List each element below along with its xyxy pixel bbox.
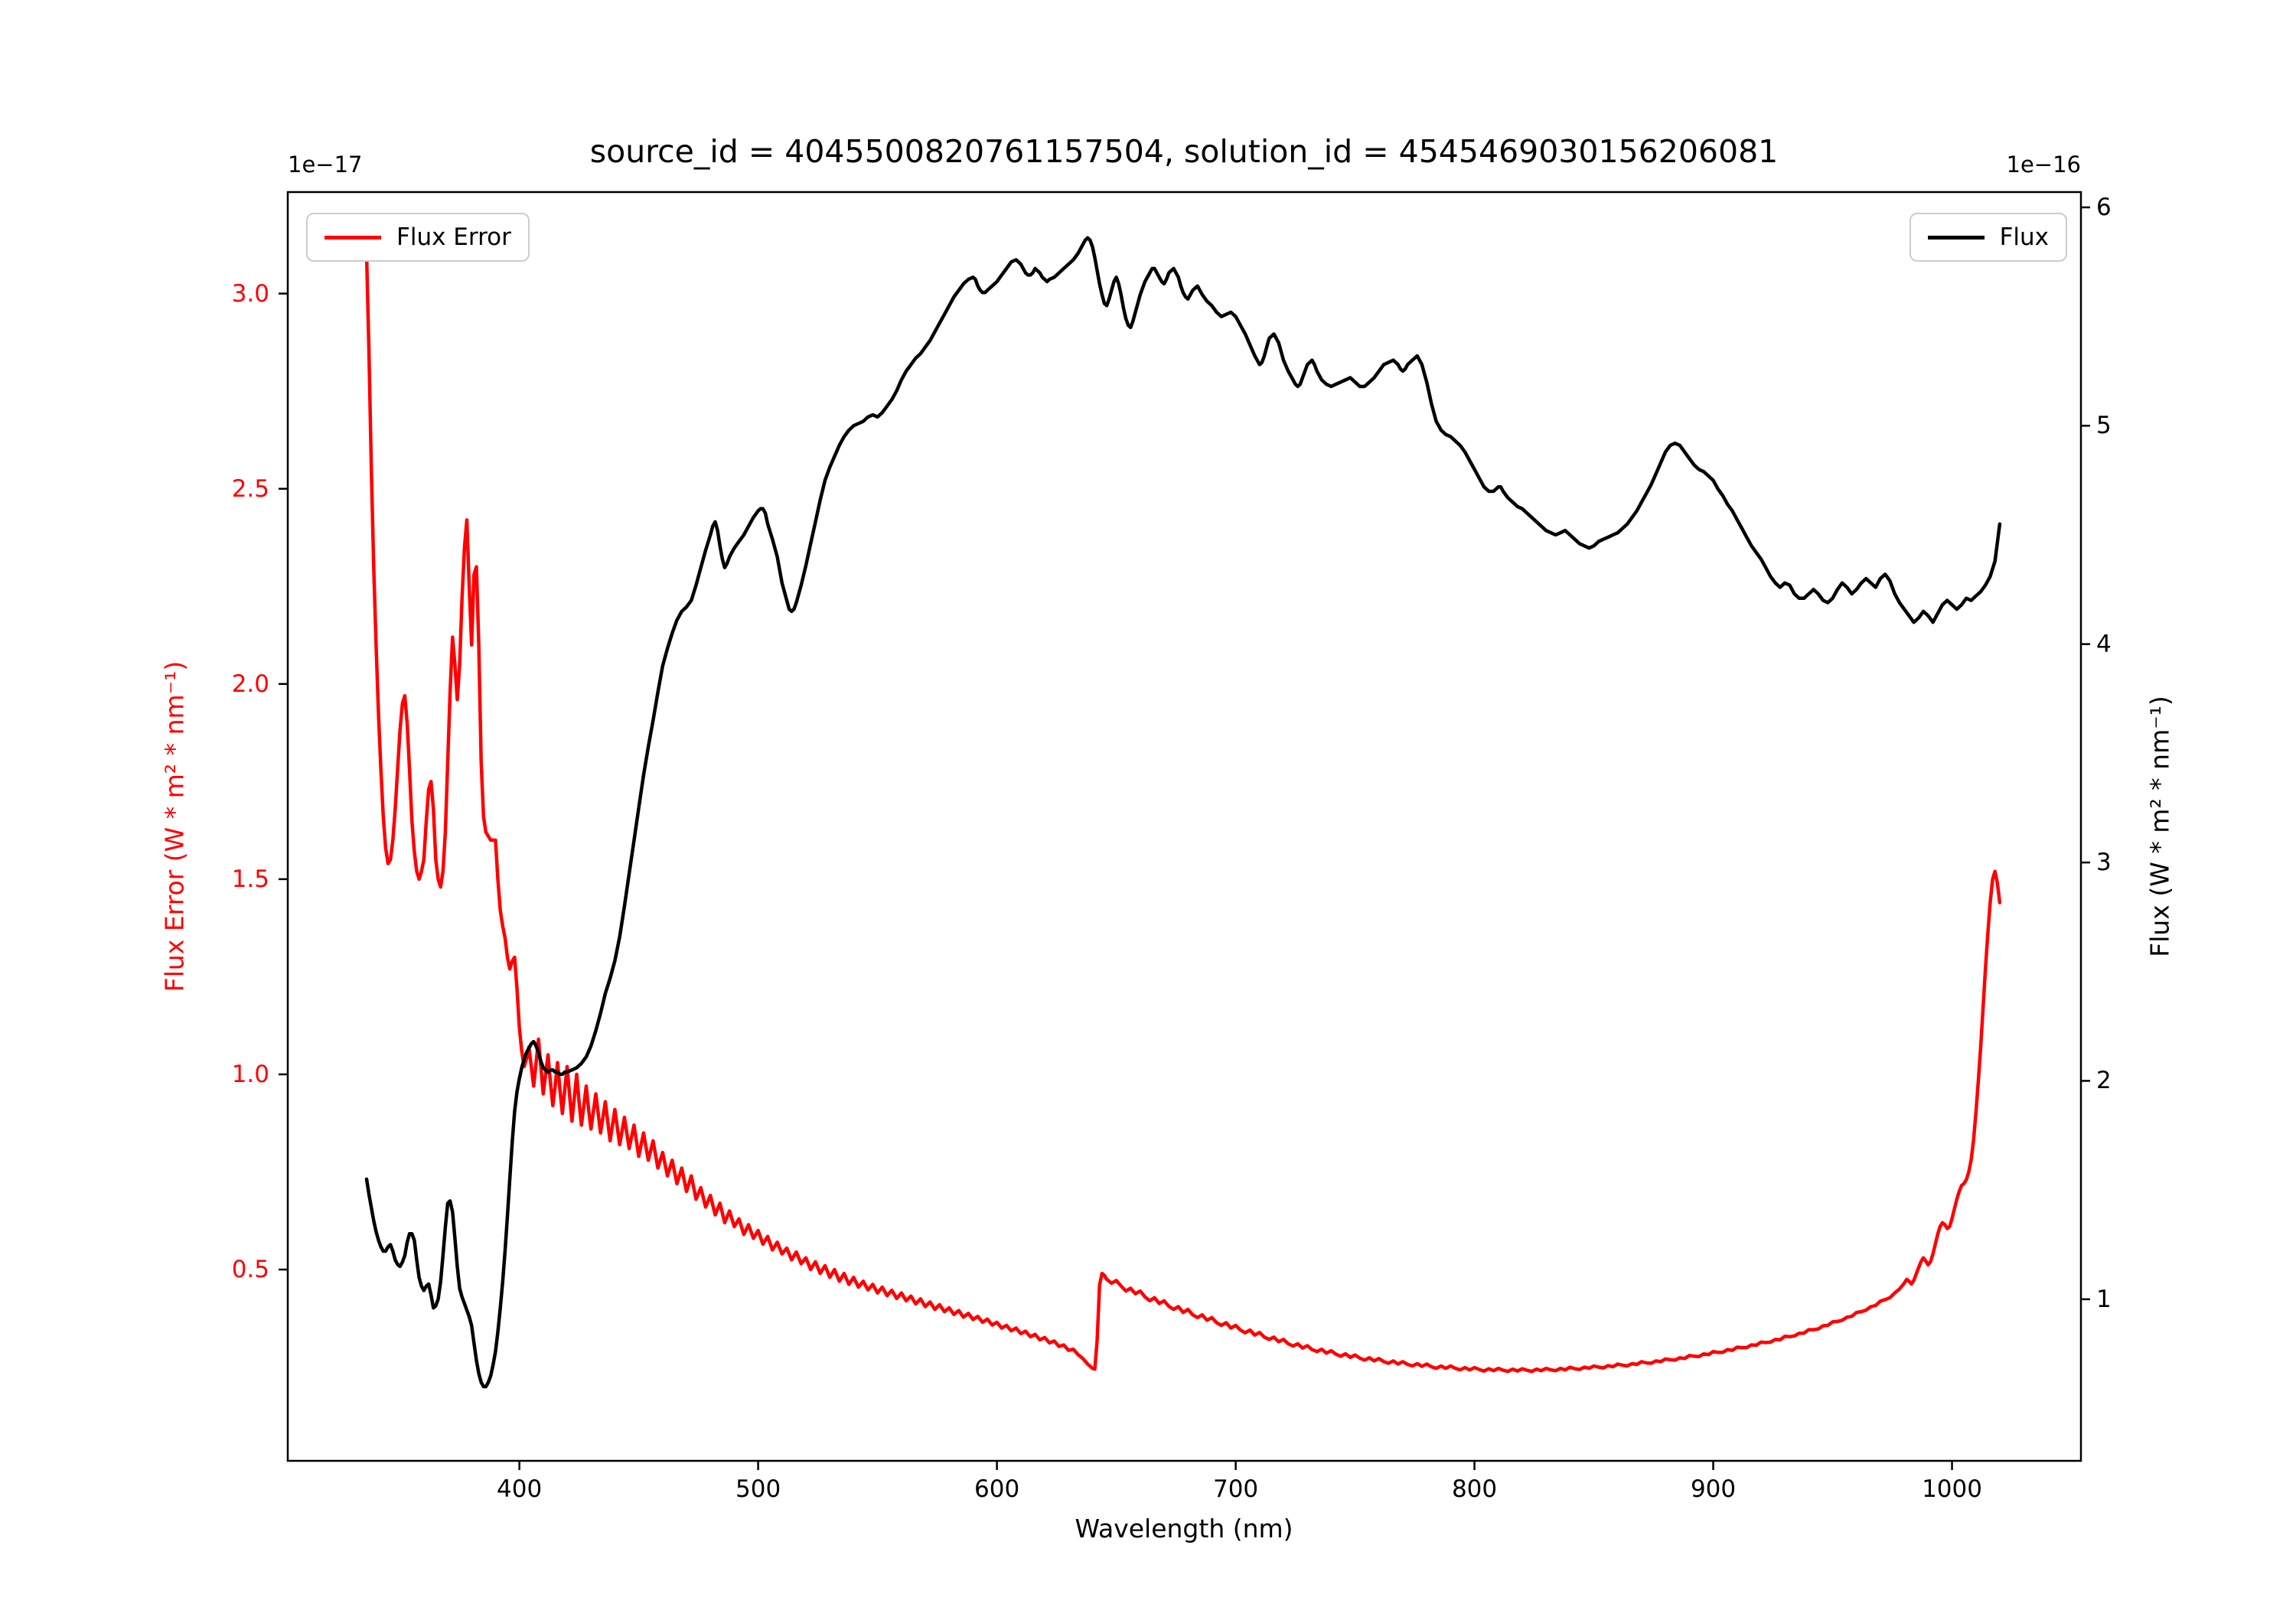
x-axis-label: Wavelength (nm) [1075, 1514, 1293, 1543]
legend-flux: Flux [1909, 213, 2067, 262]
right-y-tick-label: 3 [2096, 849, 2112, 877]
right-y-tick-label: 6 [2096, 193, 2112, 221]
right-y-tick-label: 4 [2096, 630, 2112, 658]
left-y-tick-label: 1.0 [231, 1060, 269, 1088]
right-axis-label: Flux (W * m² * nm⁻¹) [2144, 696, 2175, 957]
legend-flux-error: Flux Error [306, 213, 530, 262]
left-axis-offset-label: 1e−17 [288, 152, 363, 178]
right-y-tick-label: 2 [2096, 1067, 2112, 1095]
left-axis-label: Flux Error (W * m² * nm⁻¹) [159, 660, 190, 993]
x-tick-label: 900 [1690, 1475, 1737, 1503]
x-tick-label: 700 [1212, 1475, 1259, 1503]
x-tick-label: 1000 [1922, 1475, 1982, 1503]
right-y-tick-label: 1 [2096, 1285, 2112, 1313]
right-y-tick-label: 5 [2096, 412, 2112, 440]
flux-line-swatch [1927, 235, 1985, 240]
left-y-tick-label: 2.0 [231, 670, 269, 698]
flux-error-line-swatch [325, 235, 381, 240]
legend-label-flux: Flux [1999, 223, 2049, 251]
left-y-tick-label: 3.0 [231, 279, 269, 308]
plot-frame [286, 191, 2082, 1462]
right-axis-offset-label: 1e−16 [2006, 152, 2082, 178]
left-y-tick-label: 0.5 [231, 1256, 269, 1284]
series-line-flux [364, 236, 2002, 1389]
legend-label-flux-error: Flux Error [396, 223, 511, 251]
left-y-tick-label: 1.5 [231, 865, 269, 893]
chart-title: source_id = 4045500820761157504, solutio… [589, 133, 1779, 170]
x-tick-label: 600 [974, 1475, 1020, 1503]
x-tick-label: 800 [1451, 1475, 1498, 1503]
left-y-tick-label: 2.5 [231, 474, 269, 503]
series-line-flux-error [364, 253, 2002, 1374]
x-tick-label: 500 [735, 1475, 781, 1503]
x-tick-label: 400 [497, 1475, 543, 1503]
